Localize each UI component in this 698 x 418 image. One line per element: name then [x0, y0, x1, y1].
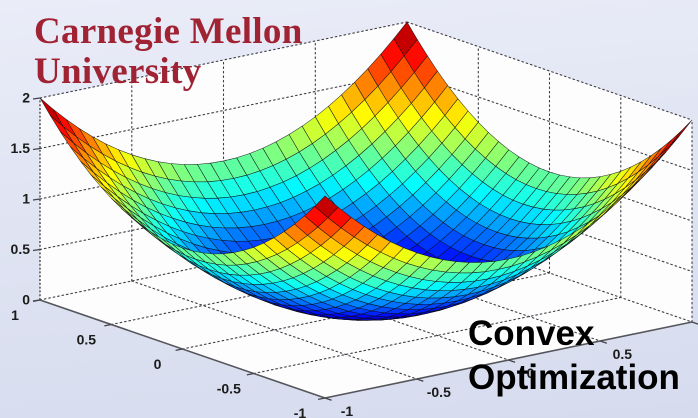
course-title-line-1: Convex [468, 314, 595, 353]
z-tick-label: 2 [22, 90, 30, 106]
y-tick-label: 0.5 [613, 346, 633, 362]
logo-line-1: Carnegie Mellon [34, 11, 303, 52]
x-tick-label: -1 [294, 405, 307, 418]
x-tick-label: -0.5 [217, 381, 241, 397]
y-tick-label: -0.5 [427, 384, 451, 400]
x-tick-label: 0 [154, 356, 162, 372]
z-tick-label: 0 [22, 292, 30, 308]
course-title: Convex Optimization [468, 312, 680, 400]
z-tick-label: 1 [22, 191, 30, 207]
axis-ticks [32, 97, 698, 401]
z-tick-label: 1.5 [11, 140, 31, 156]
y-tick-label: -1 [341, 403, 354, 418]
y-tick-label: 0 [527, 365, 535, 381]
university-logo-text: Carnegie Mellon University [34, 12, 303, 92]
x-tick-label: 1 [11, 307, 19, 323]
z-tick-label: 0.5 [11, 241, 31, 257]
x-tick-label: 0.5 [77, 332, 97, 348]
logo-line-2: University [34, 51, 202, 92]
surface-mesh [39, 21, 693, 321]
axis-tick-labels: 10.50-0.5-1-1-0.500.5100.511.52 [11, 90, 633, 418]
course-title-line-2: Optimization [468, 358, 680, 397]
